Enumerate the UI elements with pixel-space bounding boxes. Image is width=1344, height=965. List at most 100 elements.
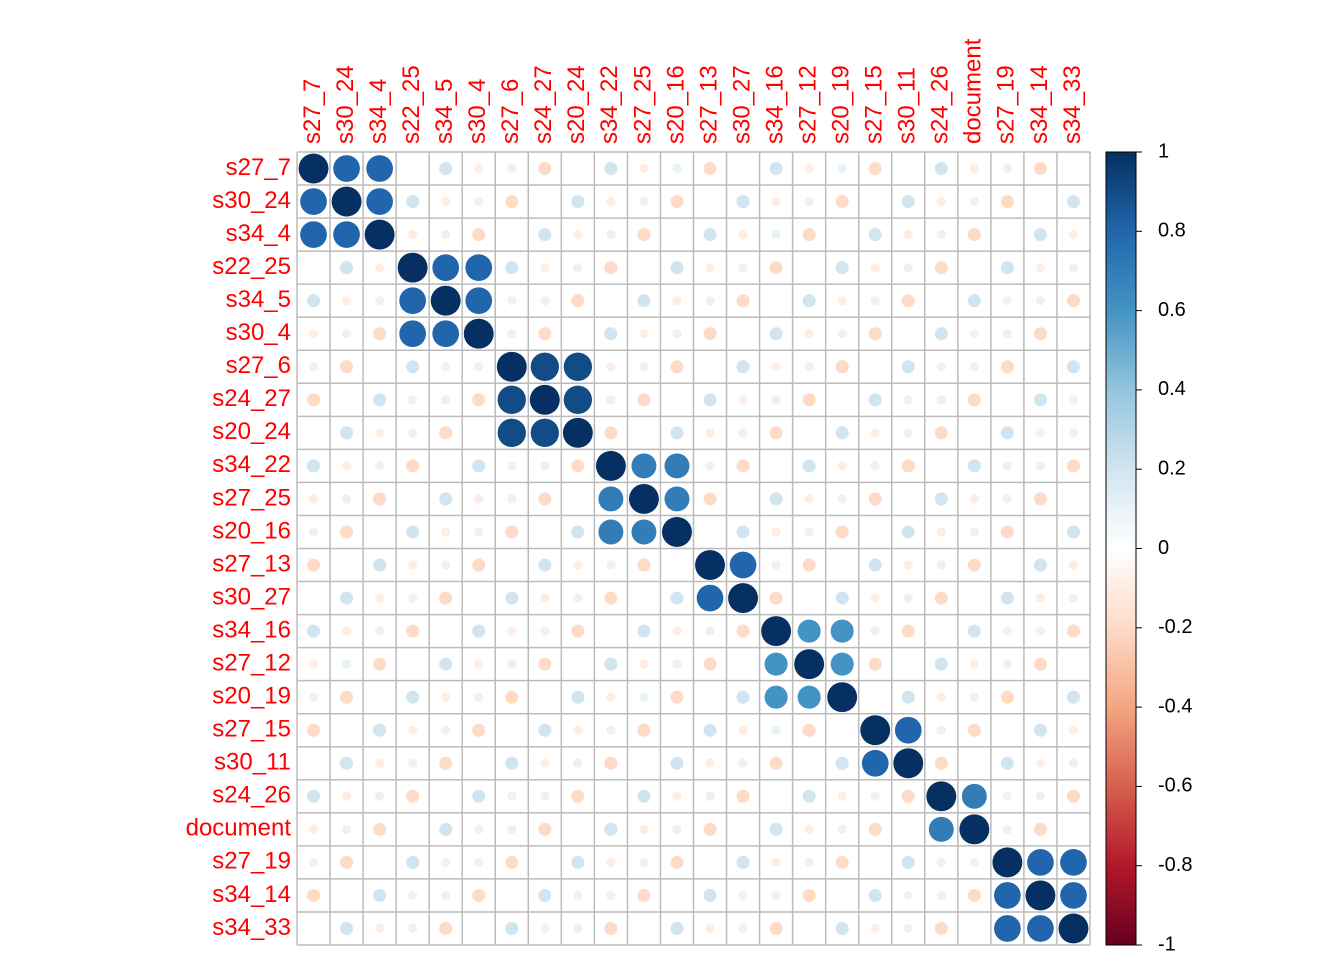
corr-circle <box>339 690 354 705</box>
corr-circle <box>339 260 354 275</box>
corr-circle <box>1033 326 1048 341</box>
corr-circle <box>464 286 493 315</box>
corr-circle <box>671 163 683 174</box>
corr-circle <box>969 361 980 372</box>
corr-circle <box>537 723 552 738</box>
corr-circle <box>1035 593 1046 604</box>
corr-circle <box>397 252 429 284</box>
corr-circle <box>638 824 649 835</box>
corr-circle <box>308 493 319 504</box>
colorbar-label: 0.4 <box>1158 378 1186 400</box>
corr-circle <box>440 559 451 571</box>
corr-circle <box>365 154 394 183</box>
row-label: s27_12 <box>212 649 291 676</box>
corr-circle <box>473 692 484 703</box>
corr-circle <box>1000 425 1015 440</box>
corr-circle <box>738 394 749 405</box>
corr-circle <box>837 328 848 339</box>
corr-circle <box>1066 524 1081 540</box>
colorbar-label: -0.8 <box>1158 854 1192 876</box>
corr-circle <box>471 227 486 242</box>
corr-circle <box>1035 758 1046 769</box>
corr-circle <box>440 394 451 405</box>
corr-circle <box>729 551 757 579</box>
column-label: s30_11 <box>894 67 921 144</box>
corr-circle <box>934 491 949 506</box>
row-label: s20_19 <box>212 683 291 710</box>
corr-circle <box>603 921 618 936</box>
corr-circle <box>405 789 420 804</box>
corr-circle <box>903 229 914 240</box>
corr-circle <box>605 394 616 405</box>
corr-circle <box>537 491 552 506</box>
row-label: s20_24 <box>212 418 291 445</box>
corr-circle <box>605 890 616 901</box>
corr-circle <box>374 626 385 637</box>
corr-circle <box>374 460 385 471</box>
corr-circle <box>407 890 418 901</box>
corr-circle <box>438 822 453 837</box>
corr-circle <box>901 690 916 705</box>
corr-circle <box>969 659 980 670</box>
corr-circle <box>738 890 749 901</box>
corr-circle <box>572 229 583 240</box>
row-label: s24_26 <box>212 782 291 809</box>
corr-circle <box>771 394 782 405</box>
corr-circle <box>497 418 527 448</box>
corr-circle <box>440 361 451 372</box>
corr-circle <box>934 425 949 440</box>
corr-circle <box>1068 229 1079 240</box>
corr-circle <box>804 361 815 372</box>
corr-circle <box>837 493 848 504</box>
column-label: s30_4 <box>464 79 491 144</box>
corr-circle <box>669 690 685 705</box>
corr-circle <box>804 493 815 504</box>
column-label: s20_24 <box>563 65 590 144</box>
corr-circle <box>572 758 583 769</box>
corr-circle <box>308 526 319 538</box>
corr-circle <box>605 692 616 703</box>
corr-circle <box>903 262 914 273</box>
corr-circle <box>870 923 881 934</box>
corr-circle <box>1035 427 1046 438</box>
corr-circle <box>1033 822 1048 837</box>
corr-circle <box>1066 690 1081 705</box>
corr-circle <box>405 624 420 639</box>
corr-circle <box>497 385 527 415</box>
corr-circle <box>1066 789 1081 804</box>
corr-circle <box>605 196 616 207</box>
corr-circle <box>570 690 585 705</box>
corr-circle <box>704 923 716 934</box>
corr-circle <box>638 196 649 207</box>
corr-circle <box>934 591 949 606</box>
corr-circle <box>341 659 352 670</box>
corr-circle <box>473 857 484 868</box>
corr-circle <box>372 392 387 407</box>
corr-circle <box>1002 626 1013 637</box>
corr-circle <box>671 295 683 306</box>
corr-circle <box>570 458 585 473</box>
corr-circle <box>934 260 949 275</box>
corr-circle <box>603 161 618 176</box>
corr-circle <box>341 791 352 802</box>
corr-circle <box>1066 359 1081 374</box>
corr-circle <box>868 227 883 242</box>
corr-circle <box>537 161 552 176</box>
corr-circle <box>967 458 982 473</box>
colorbar-label: 0.8 <box>1158 220 1186 242</box>
corr-circle <box>572 725 583 736</box>
corr-circle <box>702 491 718 506</box>
corr-circle <box>967 557 982 573</box>
corr-circle <box>638 328 649 339</box>
corr-circle <box>664 485 690 512</box>
corr-circle <box>603 591 618 606</box>
corr-circle <box>372 888 387 903</box>
corr-circle <box>638 659 649 670</box>
column-label: s20_19 <box>828 65 855 144</box>
corr-circle <box>1035 626 1046 637</box>
corr-circle <box>1000 524 1015 540</box>
corr-circle <box>671 626 683 637</box>
corr-circle <box>636 392 651 407</box>
corr-circle <box>398 286 427 315</box>
